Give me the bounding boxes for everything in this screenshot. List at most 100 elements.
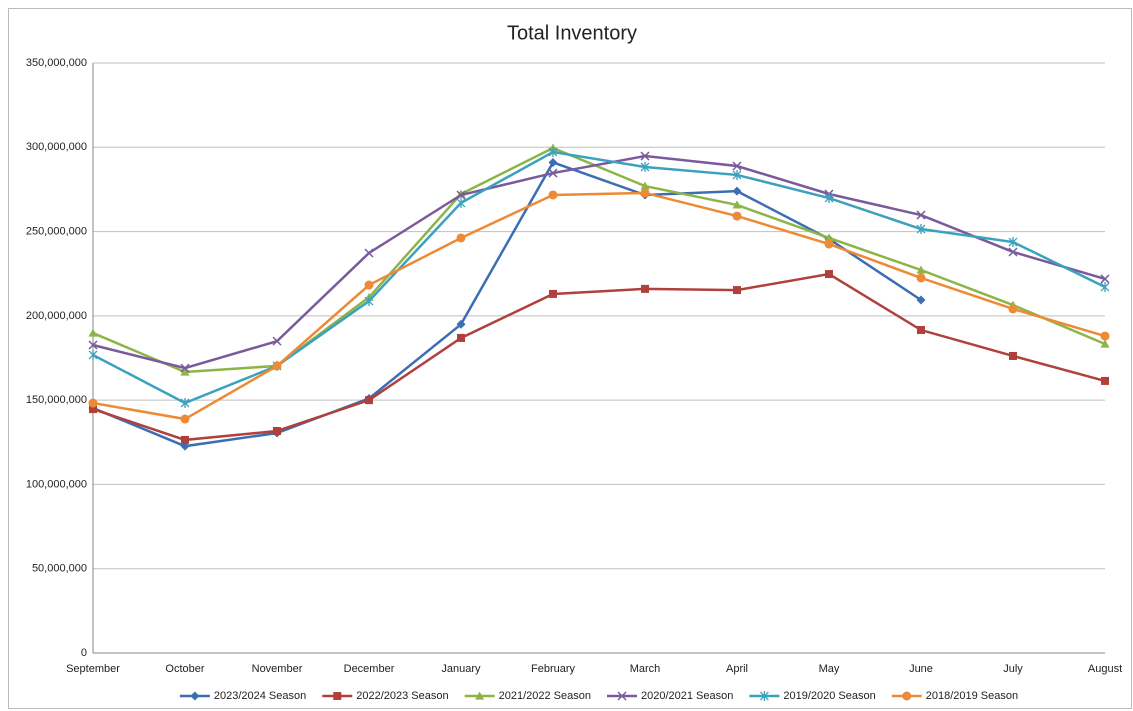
- legend-label: 2022/2023 Season: [356, 690, 448, 702]
- x-tick-label: June: [909, 663, 933, 675]
- y-tick-label: 0: [81, 647, 87, 659]
- marker: [549, 289, 557, 298]
- marker: [641, 284, 649, 293]
- x-tick-label: April: [726, 663, 748, 675]
- marker: [732, 161, 742, 171]
- marker: [89, 405, 97, 414]
- series-line: [92, 272, 1106, 442]
- marker: [824, 193, 834, 204]
- marker: [364, 248, 374, 258]
- marker: [732, 186, 742, 196]
- marker: [732, 169, 742, 180]
- marker: [640, 162, 650, 173]
- marker: [824, 239, 834, 249]
- chart-title: Total Inventory: [507, 22, 637, 44]
- marker: [1008, 237, 1018, 248]
- legend-label: 2018/2019 Season: [926, 690, 1018, 702]
- series-line: [92, 160, 922, 448]
- marker: [456, 233, 466, 243]
- marker: [364, 280, 374, 290]
- marker: [88, 398, 98, 408]
- marker: [180, 367, 190, 376]
- series-line: [92, 150, 1106, 405]
- x-tick-label: December: [344, 663, 395, 675]
- marker: [640, 188, 650, 198]
- x-tick-label: September: [66, 663, 120, 675]
- legend: 2023/2024 Season 2022/2023 Season 2021/202…: [179, 690, 1018, 702]
- marker: [733, 286, 741, 295]
- x-tick-label: July: [1003, 663, 1023, 675]
- marker: [617, 691, 627, 701]
- marker: [181, 435, 189, 444]
- marker: [180, 363, 190, 373]
- marker: [1008, 247, 1018, 257]
- legend-label: 2021/2022 Season: [499, 690, 591, 702]
- marker: [640, 151, 650, 161]
- marker: [916, 295, 926, 305]
- marker: [475, 691, 485, 700]
- marker: [732, 211, 742, 221]
- legend-label: 2019/2020 Season: [783, 690, 875, 702]
- y-tick-label: 300,000,000: [26, 141, 87, 153]
- marker: [88, 328, 98, 337]
- x-tick-label: November: [252, 663, 303, 675]
- marker: [88, 340, 98, 350]
- marker: [88, 349, 98, 360]
- marker: [272, 336, 282, 346]
- marker: [1100, 282, 1110, 293]
- legend-label: 2020/2021 Season: [641, 690, 733, 702]
- marker: [1008, 304, 1018, 314]
- marker: [457, 333, 465, 342]
- marker: [1100, 274, 1110, 284]
- marker: [272, 361, 282, 371]
- series-line: [92, 191, 1106, 421]
- marker: [916, 273, 926, 283]
- marker: [548, 168, 558, 178]
- marker: [916, 265, 926, 274]
- x-tick-label: October: [165, 663, 204, 675]
- x-tick-label: March: [630, 663, 661, 675]
- marker: [180, 398, 190, 409]
- series-line: [92, 154, 1106, 370]
- y-tick-label: 150,000,000: [26, 394, 87, 406]
- marker: [456, 190, 466, 200]
- marker: [916, 224, 926, 235]
- y-tick-label: 100,000,000: [26, 478, 87, 490]
- marker: [456, 319, 466, 329]
- marker: [1009, 351, 1017, 360]
- marker: [364, 296, 374, 307]
- y-tick-label: 250,000,000: [26, 225, 87, 237]
- x-tick-label: January: [441, 663, 481, 675]
- marker: [917, 326, 925, 335]
- x-tick-label: February: [531, 663, 576, 675]
- chart-border: [8, 8, 1132, 709]
- marker: [273, 426, 281, 435]
- y-tick-label: 350,000,000: [26, 57, 87, 69]
- marker: [732, 200, 742, 209]
- marker: [180, 414, 190, 424]
- marker: [640, 181, 650, 190]
- series-line: [92, 146, 1106, 374]
- marker: [548, 147, 558, 158]
- marker: [456, 197, 466, 208]
- marker: [1101, 376, 1109, 385]
- marker: [365, 396, 373, 405]
- marker: [759, 691, 769, 701]
- marker: [548, 190, 558, 200]
- marker: [1100, 331, 1110, 341]
- marker: [190, 691, 200, 701]
- marker: [548, 157, 558, 167]
- marker: [824, 233, 834, 242]
- marker: [916, 210, 926, 220]
- y-tick-label: 50,000,000: [32, 563, 87, 575]
- legend-label: 2023/2024 Season: [214, 690, 306, 702]
- y-tick-label: 200,000,000: [26, 310, 87, 322]
- marker: [825, 270, 833, 279]
- x-tick-label: August: [1088, 663, 1122, 675]
- x-tick-label: May: [819, 663, 840, 675]
- marker: [333, 692, 342, 700]
- marker: [1100, 339, 1110, 348]
- marker: [902, 691, 912, 701]
